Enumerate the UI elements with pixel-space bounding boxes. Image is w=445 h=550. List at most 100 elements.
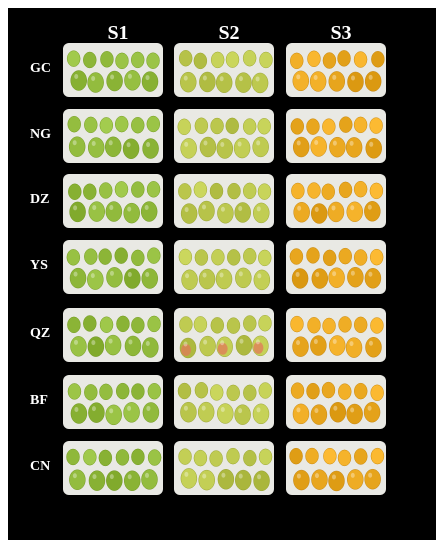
fruit [353,51,368,68]
fruit [124,470,141,491]
fruit-highlight [220,407,225,413]
fruit-highlight [220,141,225,147]
fruit [115,449,130,466]
fruit [104,334,122,356]
fruit-highlight [219,76,224,82]
fruit [66,249,81,266]
fruit [210,117,224,135]
fruit [258,315,272,332]
fruit [243,182,257,200]
fruit [198,200,215,222]
fruit [215,268,233,290]
fruit [354,448,368,465]
fruit-highlight [350,205,355,211]
fruit [146,52,160,69]
fruit [99,383,113,401]
fruit [142,337,159,358]
fruit-highlight [109,474,114,480]
fruit [178,183,192,200]
fruit [114,247,128,264]
fruit [198,268,216,290]
fruit [142,138,159,159]
fruit [257,118,271,135]
fruit [258,448,273,466]
fruit-highlight [368,340,373,346]
row-label-bf: BF [30,393,48,408]
fruit [69,267,87,289]
fruit [146,181,161,198]
fruit [105,136,122,158]
fruit [87,137,105,158]
fruit-highlight [350,75,355,81]
fruit [310,404,328,425]
fruit-highlight [91,406,96,412]
fruit [365,337,382,358]
fruit-tray-qz-s1 [63,308,163,362]
fruit-highlight [313,74,318,80]
fruit [140,201,158,222]
fruit [141,469,158,490]
fruit [146,115,160,133]
fruit-highlight [144,472,149,478]
fruit [363,402,381,423]
fruit [338,383,352,400]
fruit [147,449,162,466]
column-header-s1: S1 [107,22,129,44]
fruit [370,384,384,401]
fruit [105,404,122,426]
fruit [327,201,345,223]
fruit-highlight [73,339,78,345]
fruit-highlight [296,74,301,80]
fruit-highlight [296,407,301,413]
fruit [180,203,198,224]
fruit-highlight [202,204,207,210]
row-label-dz: DZ [30,192,50,207]
fruit [70,336,87,357]
fruit [131,249,145,267]
fruit [347,266,364,288]
fruit [66,448,80,466]
fruit-highlight [350,270,355,276]
fruit [253,269,271,291]
fruit-tray-ys-s3 [286,240,386,294]
fruit [225,51,240,68]
fruit-highlight [239,338,244,344]
fruit-highlight [127,405,132,411]
fruit [234,202,251,223]
fruit [369,248,384,266]
fruit-highlight [73,205,78,211]
fruit [87,72,104,93]
fruit-highlight [350,407,355,413]
fruit [211,249,225,266]
fruit-highlight [332,140,337,146]
fruit [216,138,234,159]
fruit [235,335,253,356]
fruit-highlight [255,339,260,345]
fruit [193,181,208,198]
fruit [346,201,363,222]
fruit [311,268,329,289]
fruit [329,136,346,158]
fruit-highlight [109,408,114,414]
fruit-tray-ng-s1 [63,109,163,163]
fruit [217,403,234,424]
fruit-highlight [72,140,77,146]
fruit [180,138,197,159]
fruit-highlight [110,74,115,80]
fruit-tray-cn-s3 [286,441,386,495]
fruit [147,315,161,333]
fruit [338,316,352,333]
fruit [309,71,327,92]
fruit-highlight [185,273,190,279]
fruit-highlight [367,204,372,210]
fruit [305,447,319,465]
fruit [227,249,241,266]
fruit [100,51,114,68]
fruit-highlight [183,405,188,411]
fruit [115,52,129,70]
fruit [226,447,240,465]
fruit [242,50,257,67]
fruit [147,247,161,264]
fruit [290,315,304,333]
fruit-highlight [314,139,319,145]
